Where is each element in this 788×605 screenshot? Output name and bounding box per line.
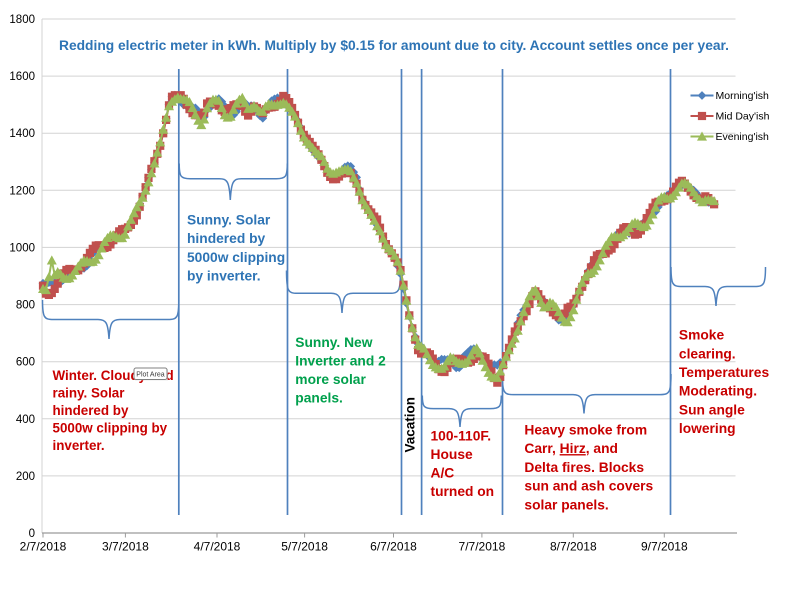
svg-text:3/7/2018: 3/7/2018 xyxy=(102,540,149,554)
svg-text:Redding electric meter in kWh.: Redding electric meter in kWh. Multiply … xyxy=(59,38,729,54)
svg-text:2/7/2018: 2/7/2018 xyxy=(20,540,67,554)
svg-text:Vacation: Vacation xyxy=(403,397,418,453)
svg-text:panels.: panels. xyxy=(295,391,343,406)
svg-text:1800: 1800 xyxy=(9,14,35,26)
svg-text:5/7/2018: 5/7/2018 xyxy=(281,540,328,554)
svg-text:1600: 1600 xyxy=(9,71,35,83)
svg-text:Evening'ish: Evening'ish xyxy=(716,131,770,143)
svg-text:7/7/2018: 7/7/2018 xyxy=(459,540,506,554)
svg-text:hindered by: hindered by xyxy=(187,231,266,246)
svg-text:Sun angle: Sun angle xyxy=(679,402,745,417)
svg-text:inverter.: inverter. xyxy=(53,438,105,453)
svg-text:clearing.: clearing. xyxy=(679,346,736,361)
svg-text:Mid Day'ish: Mid Day'ish xyxy=(716,111,770,123)
svg-text:Sunny. New: Sunny. New xyxy=(295,335,372,350)
svg-text:by inverter.: by inverter. xyxy=(187,269,261,284)
svg-text:1200: 1200 xyxy=(9,185,35,197)
svg-text:800: 800 xyxy=(16,300,35,312)
svg-text:rainy. Solar: rainy. Solar xyxy=(53,386,126,401)
svg-text:100-110F.: 100-110F. xyxy=(431,428,492,443)
svg-text:A/C: A/C xyxy=(431,466,455,481)
svg-text:4/7/2018: 4/7/2018 xyxy=(194,540,241,554)
svg-text:Delta fires. Blocks: Delta fires. Blocks xyxy=(524,460,644,475)
svg-text:House: House xyxy=(431,447,473,462)
svg-text:Sunny. Solar: Sunny. Solar xyxy=(187,212,271,227)
svg-text:Morning'ish: Morning'ish xyxy=(716,90,770,102)
svg-text:Smoke: Smoke xyxy=(679,328,725,343)
svg-text:5000w clipping by: 5000w clipping by xyxy=(53,421,168,436)
svg-text:lowering: lowering xyxy=(679,421,736,436)
svg-text:0: 0 xyxy=(29,528,35,540)
svg-text:turned on: turned on xyxy=(431,484,495,499)
svg-text:Carr, Hirz, and: Carr, Hirz, and xyxy=(524,441,618,456)
svg-text:1000: 1000 xyxy=(9,242,35,254)
svg-text:solar panels.: solar panels. xyxy=(524,498,608,513)
svg-text:400: 400 xyxy=(16,414,35,426)
svg-text:9/7/2018: 9/7/2018 xyxy=(641,540,688,554)
svg-text:more solar: more solar xyxy=(295,372,366,387)
svg-text:Plot Area: Plot Area xyxy=(136,372,165,379)
svg-text:Heavy smoke from: Heavy smoke from xyxy=(524,422,647,437)
svg-text:Inverter and 2: Inverter and 2 xyxy=(295,353,386,368)
svg-text:8/7/2018: 8/7/2018 xyxy=(550,540,597,554)
svg-text:sun and ash covers: sun and ash covers xyxy=(524,479,653,494)
svg-text:1400: 1400 xyxy=(9,128,35,140)
svg-text:hindered by: hindered by xyxy=(53,403,129,418)
svg-text:5000w clipping: 5000w clipping xyxy=(187,250,285,265)
svg-text:Temperatures: Temperatures xyxy=(679,365,770,380)
svg-text:Moderating.: Moderating. xyxy=(679,384,757,399)
svg-text:200: 200 xyxy=(16,471,35,483)
svg-text:6/7/2018: 6/7/2018 xyxy=(370,540,417,554)
svg-text:600: 600 xyxy=(16,357,35,369)
